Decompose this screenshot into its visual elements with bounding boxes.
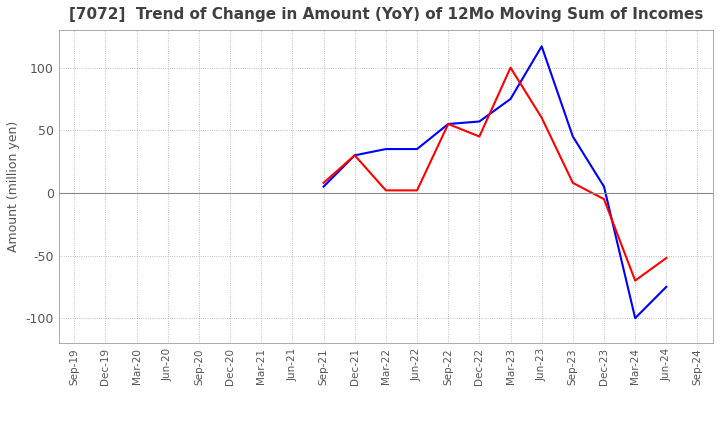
Net Income <box>662 255 670 260</box>
Title: [7072]  Trend of Change in Amount (YoY) of 12Mo Moving Sum of Incomes: [7072] Trend of Change in Amount (YoY) o… <box>68 7 703 22</box>
Line: Net Income: Net Income <box>323 68 666 281</box>
Ordinary Income <box>444 121 453 127</box>
Ordinary Income <box>351 153 359 158</box>
Ordinary Income <box>382 147 390 152</box>
Line: Ordinary Income: Ordinary Income <box>323 46 666 318</box>
Ordinary Income <box>475 119 484 124</box>
Net Income <box>569 180 577 186</box>
Ordinary Income <box>537 44 546 49</box>
Ordinary Income <box>569 134 577 139</box>
Net Income <box>537 115 546 121</box>
Ordinary Income <box>600 184 608 189</box>
Net Income <box>506 65 515 70</box>
Net Income <box>475 134 484 139</box>
Net Income <box>444 121 453 127</box>
Net Income <box>382 188 390 193</box>
Ordinary Income <box>662 284 670 290</box>
Ordinary Income <box>319 184 328 189</box>
Net Income <box>631 278 639 283</box>
Y-axis label: Amount (million yen): Amount (million yen) <box>7 121 20 252</box>
Ordinary Income <box>506 96 515 102</box>
Net Income <box>600 197 608 202</box>
Net Income <box>319 180 328 186</box>
Net Income <box>351 153 359 158</box>
Net Income <box>413 188 421 193</box>
Ordinary Income <box>413 147 421 152</box>
Ordinary Income <box>631 315 639 321</box>
